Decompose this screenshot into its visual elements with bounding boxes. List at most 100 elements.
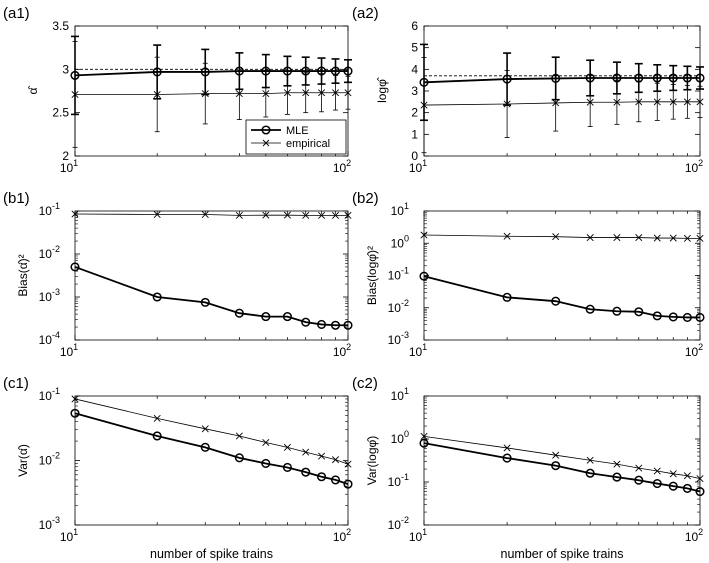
mle-point bbox=[330, 66, 341, 76]
x-marker-stroke bbox=[653, 98, 661, 106]
y-axis-label: Bias(logφ̂)² bbox=[365, 246, 379, 305]
empirical-point bbox=[71, 90, 79, 98]
y-tick-exponent: -3 bbox=[52, 515, 60, 525]
y-tick-label: 3 bbox=[62, 62, 69, 76]
panel-label: (c1) bbox=[3, 375, 29, 392]
x-marker-stroke bbox=[669, 234, 677, 242]
y-tick-exponent: 0 bbox=[404, 233, 409, 243]
mle-point bbox=[330, 320, 341, 330]
empirical-point bbox=[344, 211, 352, 219]
panel-c1: 101 102 10-3 10-2 10-1 (c1) Var(α̂) number of s… bbox=[3, 375, 353, 561]
x-tick-label: 102 bbox=[333, 527, 351, 544]
y-tick-label: 100 bbox=[391, 233, 409, 250]
x-marker-stroke bbox=[586, 456, 594, 464]
empirical-point bbox=[503, 444, 511, 452]
mle-point bbox=[152, 292, 162, 302]
empirical-point bbox=[613, 234, 621, 242]
empirical-point bbox=[552, 233, 560, 241]
empirical-point bbox=[153, 414, 161, 422]
y-tick-exponent: -2 bbox=[401, 298, 409, 308]
mle-point bbox=[668, 312, 678, 322]
y-tick-label: 2 bbox=[411, 106, 418, 120]
empirical-point bbox=[613, 460, 621, 468]
mle-point bbox=[551, 296, 561, 306]
y-tick-exponent: -1 bbox=[52, 201, 60, 211]
x-marker-stroke bbox=[331, 211, 340, 219]
empirical-point bbox=[302, 211, 310, 219]
series-line-empirical bbox=[423, 234, 700, 239]
x-tick-label: 101 bbox=[409, 158, 427, 175]
y-tick-label: 10-3 bbox=[39, 287, 60, 304]
empirical-point bbox=[420, 231, 428, 239]
panel-label: (c2) bbox=[352, 375, 378, 392]
x-marker-stroke bbox=[235, 432, 243, 440]
x-marker-stroke bbox=[302, 211, 310, 219]
x-marker-stroke bbox=[235, 211, 243, 219]
mle-point bbox=[652, 311, 662, 321]
x-marker-stroke bbox=[653, 467, 661, 475]
x-marker-stroke bbox=[153, 210, 161, 218]
y-tick-exponent: 1 bbox=[404, 201, 409, 211]
empirical-point bbox=[683, 98, 691, 106]
y-tick-exponent: -4 bbox=[52, 330, 60, 340]
series-line-MLE bbox=[423, 77, 700, 84]
mle-point bbox=[695, 486, 705, 497]
x-marker-stroke bbox=[683, 234, 691, 242]
y-tick-exponent: -1 bbox=[401, 472, 409, 482]
empirical-point bbox=[683, 234, 691, 242]
mle-point bbox=[261, 458, 271, 469]
empirical-point bbox=[235, 90, 243, 98]
empirical-point bbox=[318, 211, 326, 219]
empirical-point bbox=[201, 210, 209, 218]
series-line-MLE bbox=[74, 266, 348, 327]
mle-point bbox=[652, 479, 662, 489]
y-tick-label: 101 bbox=[391, 386, 409, 403]
mle-point bbox=[634, 307, 644, 317]
series-line-empirical bbox=[75, 92, 348, 95]
y-tick-exponent: -3 bbox=[401, 330, 409, 340]
x-marker-stroke bbox=[71, 395, 79, 403]
mle-point bbox=[234, 453, 244, 463]
mle-point bbox=[668, 481, 678, 491]
empirical-point bbox=[344, 460, 352, 468]
mle-point bbox=[612, 306, 622, 316]
x-marker-stroke bbox=[613, 460, 621, 468]
y-axis-label: logφ̂ bbox=[375, 77, 389, 103]
mle-point bbox=[301, 317, 311, 327]
mle-point bbox=[343, 320, 353, 330]
x-marker-stroke bbox=[635, 98, 643, 106]
empirical-point bbox=[331, 456, 340, 464]
x-marker-stroke bbox=[318, 89, 326, 97]
empirical-point bbox=[669, 470, 677, 478]
x-tick-label: 102 bbox=[333, 342, 351, 359]
mle-point bbox=[343, 66, 353, 76]
series-line-empirical bbox=[423, 101, 700, 106]
empirical-point bbox=[153, 90, 161, 98]
series-line-MLE bbox=[74, 412, 349, 485]
y-tick-label: 3 bbox=[411, 84, 418, 98]
y-tick-label: 10-2 bbox=[388, 298, 409, 315]
x-marker-stroke bbox=[503, 100, 511, 108]
y-tick-label: 6 bbox=[411, 19, 418, 33]
x-tick-label: 102 bbox=[685, 158, 703, 175]
y-tick-label: 101 bbox=[391, 201, 409, 218]
x-marker-stroke bbox=[683, 472, 691, 480]
empirical-point bbox=[262, 439, 270, 447]
legend-mle-marker bbox=[261, 125, 271, 135]
empirical-point bbox=[235, 432, 243, 440]
x-axis-label: number of spike trains bbox=[150, 547, 273, 561]
mle-point bbox=[70, 262, 80, 272]
x-marker-stroke bbox=[201, 90, 209, 98]
empirical-point bbox=[613, 98, 621, 106]
empirical-point bbox=[302, 89, 310, 97]
x-tick-label: 101 bbox=[60, 342, 78, 359]
x-marker-stroke bbox=[669, 98, 677, 106]
y-tick-label: 3.5 bbox=[52, 19, 69, 33]
series-line-MLE bbox=[423, 442, 701, 493]
y-axis-label: Bias(α̂)² bbox=[16, 254, 30, 296]
series-line-empirical bbox=[74, 398, 349, 465]
series-line-MLE bbox=[74, 70, 348, 77]
mle-point bbox=[152, 431, 162, 441]
empirical-point bbox=[552, 99, 560, 107]
